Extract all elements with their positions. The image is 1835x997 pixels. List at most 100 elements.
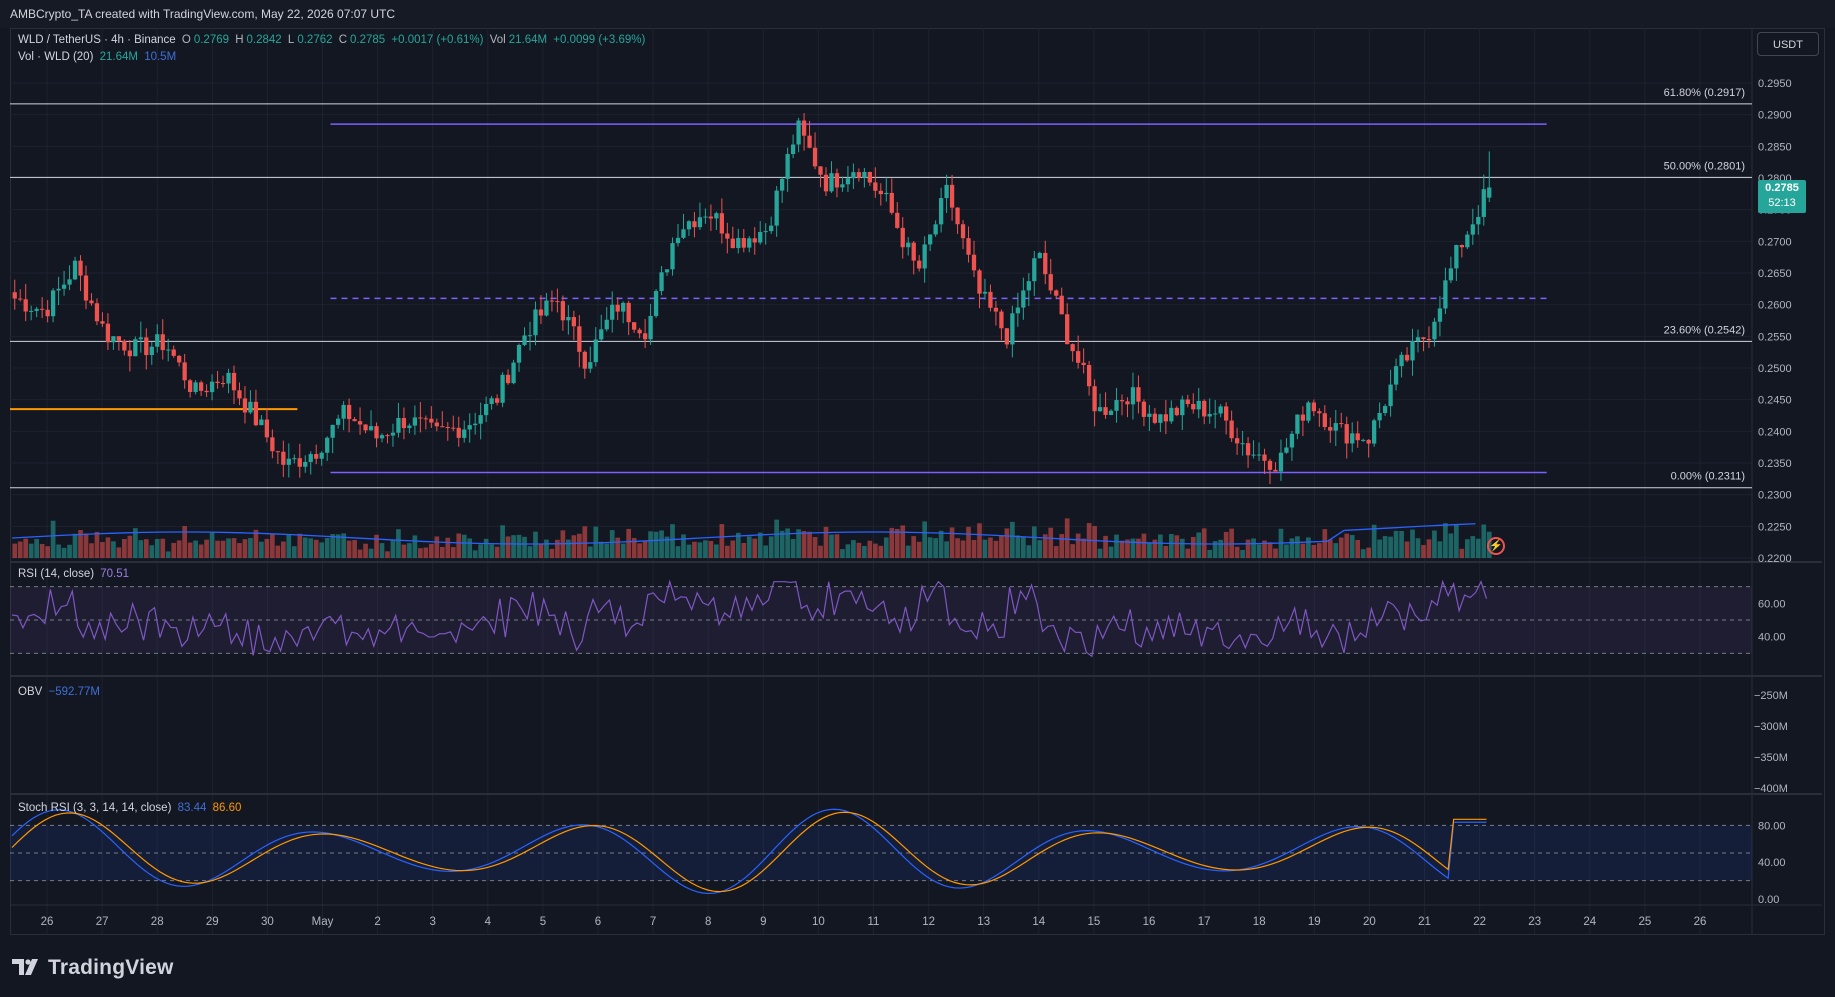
candle [1152, 407, 1158, 425]
candle [177, 354, 182, 367]
candle [834, 168, 840, 198]
candle [988, 284, 993, 312]
candle [1196, 388, 1201, 419]
time-tick: 18 [1253, 916, 1266, 928]
candle-body [363, 424, 368, 431]
time-tick: 26 [1694, 916, 1707, 928]
volume-bar [1207, 549, 1213, 558]
candle-body [1273, 469, 1278, 472]
price-tick: 0.2550 [1758, 331, 1792, 343]
candle [785, 147, 790, 192]
candle-body [1300, 414, 1306, 421]
currency-button[interactable]: USDT [1757, 32, 1819, 56]
candle-body [308, 454, 313, 462]
candle-body [834, 173, 840, 188]
candle [237, 382, 242, 406]
candle [971, 240, 977, 278]
volume-bar [209, 532, 215, 558]
volume-bar [1344, 533, 1350, 558]
volume-bar [516, 534, 522, 558]
candle-body [473, 423, 478, 426]
candle [1191, 393, 1196, 414]
volume-bar [1174, 535, 1180, 558]
volume-bar [39, 543, 45, 558]
candle-body [220, 383, 226, 385]
volume-bar [1267, 542, 1273, 558]
candle [626, 300, 631, 336]
candle-body [1174, 407, 1179, 416]
volume-bar [582, 526, 588, 558]
volume-bar [1010, 521, 1015, 558]
candle [1355, 421, 1360, 448]
volume-bar [1393, 530, 1399, 558]
volume-bar [94, 531, 100, 558]
volume-bar [100, 542, 105, 558]
h-value: 0.2842 [246, 34, 282, 46]
volume-bar [1020, 536, 1026, 558]
candle [1251, 440, 1256, 459]
time-tick: 21 [1418, 916, 1431, 928]
volume-bar [505, 536, 511, 558]
volume-bar [1366, 547, 1372, 558]
candle [1322, 405, 1327, 431]
candle-body [1136, 387, 1141, 402]
candle-body [275, 451, 280, 453]
volume-bar [1147, 543, 1152, 558]
volume-bar [270, 534, 275, 558]
candle [401, 407, 407, 440]
volume-ma-line [11, 523, 1476, 545]
candle [303, 455, 308, 473]
volume-bar [714, 544, 719, 558]
volume-legend-name[interactable]: Vol · WLD (20) [18, 51, 94, 63]
alert-icon[interactable]: ⚡ [1487, 537, 1505, 555]
candle-body [719, 213, 724, 234]
candle-body [884, 192, 889, 195]
candle-body [78, 260, 83, 276]
candle-body [45, 309, 50, 317]
volume-ma [11, 523, 1476, 545]
candle [1174, 406, 1179, 417]
volume-bar [1179, 538, 1185, 558]
candle [1421, 337, 1426, 352]
volume-bar [1190, 536, 1196, 558]
candle-body [604, 319, 609, 330]
volume-bar [1048, 527, 1054, 558]
candle-body [270, 437, 275, 452]
candle [1026, 273, 1031, 307]
volume-bar [401, 544, 407, 558]
obv-legend-name[interactable]: OBV [18, 686, 43, 698]
candle-body [18, 298, 23, 300]
volume-bar [275, 545, 281, 558]
volume-bar [1421, 545, 1426, 558]
candle-body [516, 344, 522, 363]
stoch-legend-name[interactable]: Stoch RSI (3, 3, 14, 14, close) [18, 802, 172, 814]
candle-body [593, 339, 598, 363]
obv-tick: −250M [1754, 690, 1788, 702]
volume-bar [834, 534, 840, 558]
volume-bar [1218, 539, 1224, 558]
candle [336, 414, 341, 429]
candle [659, 265, 664, 296]
candle [522, 327, 527, 347]
volume-bar [1114, 534, 1119, 558]
candle [456, 416, 461, 447]
symbol-name[interactable]: WLD / TetherUS · 4h · Binance [18, 34, 176, 46]
volume-bar [807, 531, 812, 558]
time-tick: 16 [1143, 916, 1156, 928]
rsi-legend-name[interactable]: RSI (14, close) [18, 568, 95, 580]
candle-body [856, 172, 862, 178]
volume-bar [922, 521, 928, 558]
candle [18, 289, 23, 302]
tradingview-logo[interactable]: TradingView [12, 956, 174, 980]
volume-bar [1388, 536, 1393, 558]
candle [1459, 244, 1464, 258]
volume-bar [500, 525, 505, 558]
candle [938, 187, 944, 233]
volume-bar [1470, 536, 1476, 558]
candle-body [522, 335, 527, 345]
candle-body [1021, 290, 1026, 308]
volume-bar [664, 536, 670, 558]
o-label: O [181, 34, 191, 46]
candle-body [1147, 413, 1152, 417]
